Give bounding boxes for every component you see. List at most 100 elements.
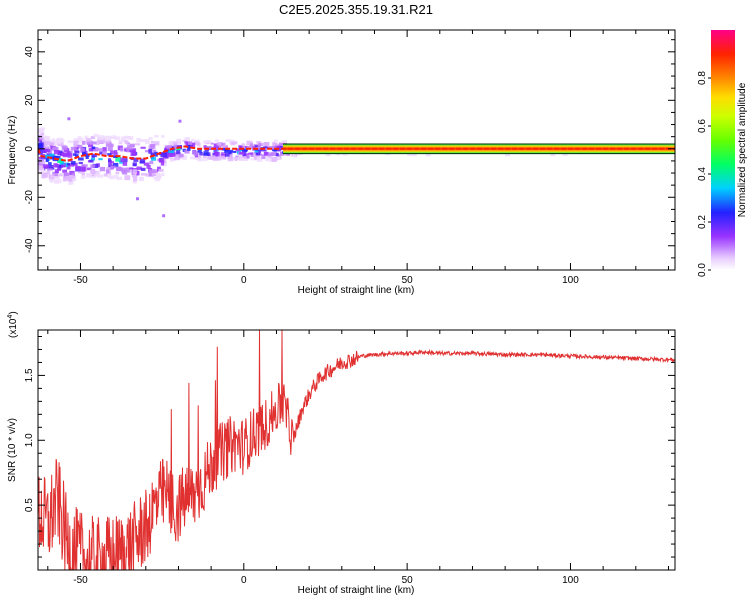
spectral-cell: [550, 153, 556, 157]
spectral-cell: [140, 139, 147, 143]
spectral-cell: [256, 156, 263, 162]
spectral-cell: [43, 165, 49, 169]
spectral-cell: [425, 153, 431, 157]
spectral-cell: [407, 152, 413, 156]
spectral-cell: [160, 161, 165, 166]
spectrogram-x-axis-label: Height of straight line (km): [298, 285, 415, 296]
spectral-cell: [207, 146, 213, 150]
spectral-cell: [105, 135, 111, 141]
spectral-cell: [163, 159, 167, 164]
spectral-cell: [132, 169, 138, 175]
spectral-cell: [234, 156, 238, 162]
spectral-cell: [154, 151, 158, 157]
spectral-cell: [119, 160, 125, 164]
spectral-cell: [61, 162, 66, 168]
colorbar-tick-label: 0.8: [697, 71, 708, 85]
spectral-cell: [93, 133, 99, 138]
spectral-cell: [146, 164, 151, 169]
spectral-cell: [213, 143, 219, 148]
spectral-cell: [115, 172, 120, 175]
spectral-cell: [70, 161, 76, 165]
spectral-cell: [81, 164, 85, 168]
spectral-cell: [94, 173, 98, 177]
spectral-cell: [187, 141, 193, 145]
spectral-cell: [184, 149, 190, 154]
spectral-cell: [271, 152, 277, 156]
spectral-cell: [82, 151, 86, 156]
spectral-cell: [148, 148, 153, 154]
spectral-cell: [176, 150, 181, 155]
spectral-cell: [88, 144, 94, 148]
spectral-cell: [260, 149, 267, 152]
spectral-cell: [148, 137, 153, 140]
spectral-cell: [40, 142, 46, 146]
spectral-cell: [110, 136, 116, 139]
spectral-cell: [202, 157, 208, 162]
spectral-cell: [175, 140, 181, 146]
spectral-cell: [268, 145, 275, 150]
spectral-cell: [48, 177, 55, 182]
spectral-cell: [125, 167, 131, 173]
spectral-cell: [246, 154, 250, 159]
spectral-cell: [194, 156, 200, 160]
spectral-cell: [241, 143, 245, 149]
spectral-cell: [150, 140, 154, 144]
spectral-cell: [114, 136, 121, 140]
spectral-cell: [261, 142, 266, 146]
spectral-cell: [243, 145, 248, 149]
spectral-cell: [265, 156, 270, 162]
spectral-cell: [102, 151, 107, 156]
spectral-cell: [109, 161, 115, 164]
spectral-cell: [144, 139, 150, 144]
spectral-cell: [281, 140, 287, 144]
y-tick-label: -40: [24, 238, 35, 253]
spectral-cell: [90, 157, 95, 161]
colorbar-gradient: [711, 30, 735, 270]
y-tick-label: -20: [24, 190, 35, 205]
spectral-cell: [66, 163, 70, 166]
spectral-cell: [187, 147, 191, 151]
spectral-cell: [167, 153, 173, 157]
spectral-cell: [232, 150, 237, 153]
spectral-cell: [71, 172, 75, 176]
spectral-cell: [96, 140, 100, 145]
spectral-cell: [138, 177, 145, 182]
spectral-cell: [184, 141, 190, 144]
spectral-cell: [255, 152, 261, 156]
spectral-cell: [191, 138, 195, 142]
spectral-cell: [261, 154, 266, 160]
y-tick-label: 1.0: [24, 433, 35, 447]
spectral-cell: [92, 141, 98, 145]
spectral-cell: [45, 149, 51, 153]
spectral-cell: [266, 154, 272, 159]
spectral-cell: [69, 174, 74, 180]
spectral-cell: [257, 144, 261, 150]
spectral-cell: [77, 136, 82, 141]
spectral-cell: [121, 139, 127, 143]
spectral-cell: [40, 161, 46, 164]
spectral-cell: [61, 165, 66, 168]
spectral-cell: [80, 147, 85, 153]
spectral-cell: [194, 141, 199, 146]
spectral-cell: [122, 161, 128, 166]
spectral-cell: [153, 141, 160, 146]
spectral-cell: [176, 148, 181, 151]
x-tick-label: 50: [402, 275, 414, 286]
spectral-cell: [57, 150, 63, 154]
spectral-cell: [53, 149, 60, 155]
spectral-cell: [99, 151, 103, 155]
spectral-cell: [46, 170, 51, 175]
spectral-cell: [91, 146, 96, 150]
spectral-cell: [116, 176, 123, 180]
spectral-cell: [52, 171, 58, 177]
spectral-cell: [273, 139, 278, 143]
spectral-cell: [562, 152, 568, 156]
spectral-cell: [84, 135, 89, 140]
spectral-cell: [54, 176, 60, 179]
spectral-cell: [85, 172, 91, 176]
spectral-cell: [221, 155, 225, 160]
spectral-cell: [114, 150, 118, 155]
spectral-cell: [40, 133, 44, 136]
spectral-cell: [173, 144, 177, 150]
